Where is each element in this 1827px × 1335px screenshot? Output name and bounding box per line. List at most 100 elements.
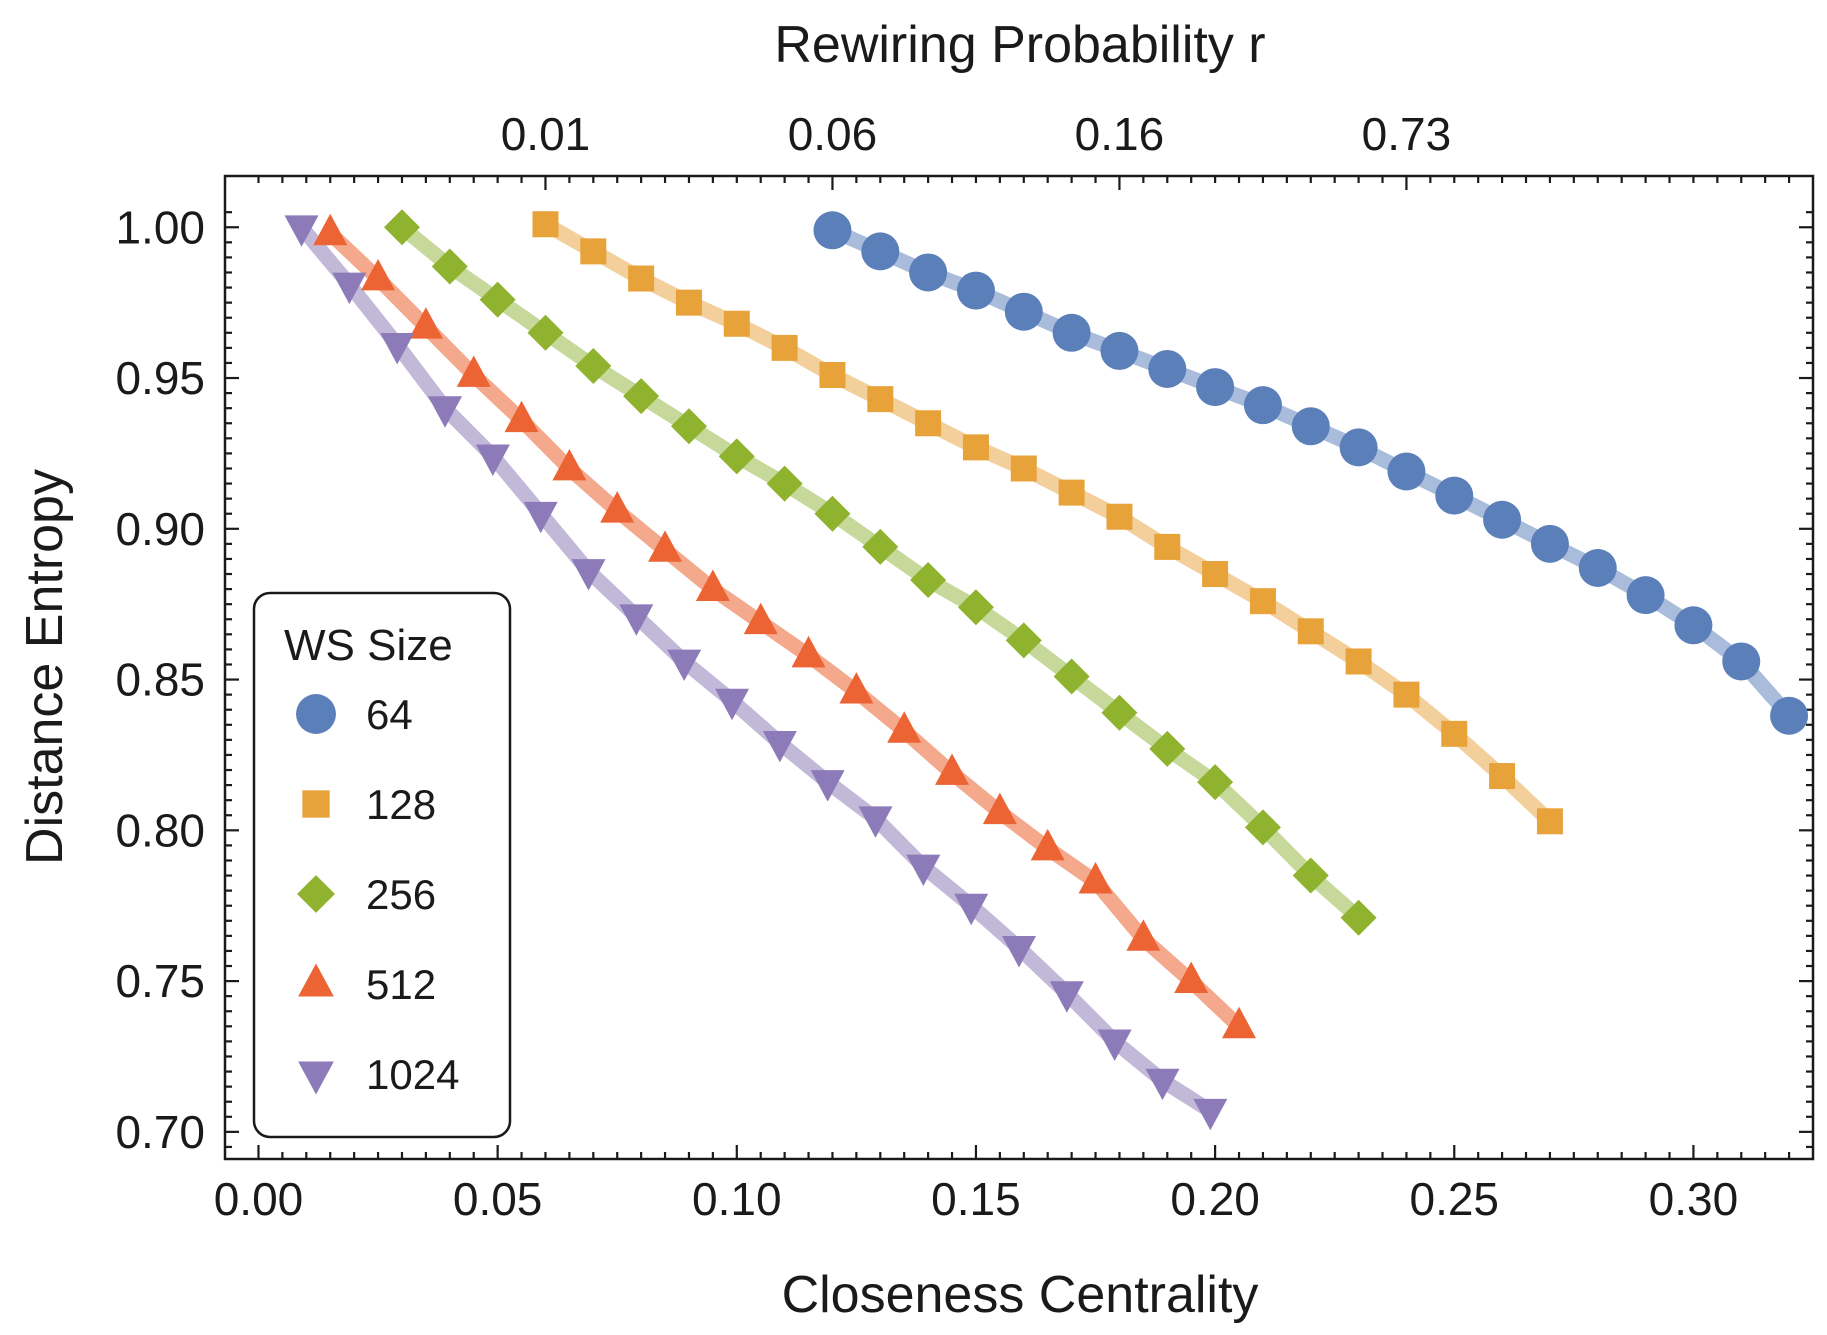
data-point-256 [766, 465, 803, 502]
legend: WS Size 64 128 256 512 1024 [252, 591, 512, 1139]
data-point-1024 [332, 272, 367, 305]
data-point-64 [813, 211, 852, 250]
data-point-64 [1148, 349, 1187, 388]
data-point-512 [1030, 828, 1065, 861]
top-tick-label: 0.16 [1075, 108, 1165, 160]
legend-label-128: 128 [366, 781, 436, 828]
data-point-512 [600, 491, 635, 523]
data-point-512 [1078, 862, 1113, 894]
data-point-256 [718, 438, 755, 475]
data-point-1024 [475, 444, 510, 476]
data-point-512 [1222, 1006, 1257, 1039]
data-point-128 [962, 434, 989, 461]
data-point-1024 [1049, 981, 1084, 1013]
data-point-128 [1106, 503, 1133, 530]
data-point-1024 [810, 770, 845, 802]
data-point-128 [1010, 455, 1037, 482]
data-point-1024 [762, 730, 797, 763]
data-point-64 [1770, 696, 1809, 735]
top-tick-label: 0.06 [788, 108, 878, 160]
y-tick-label: 0.80 [115, 804, 205, 856]
data-point-128 [675, 289, 702, 316]
data-point-256 [910, 562, 947, 599]
axes-layer: 0.00 0.05 0.10 0.15 0.20 0.25 0.30 0.01 0.06 0.16… [115, 108, 1813, 1225]
data-point-128 [1297, 618, 1324, 645]
data-point-512 [1174, 961, 1209, 993]
data-point-64 [1722, 642, 1761, 681]
data-point-256 [1292, 857, 1329, 894]
data-point-64 [1387, 452, 1426, 491]
data-point-1024 [667, 649, 702, 682]
data-point-256 [575, 347, 612, 384]
data-point-128 [1393, 681, 1420, 708]
data-point-256 [1053, 658, 1090, 695]
data-point-64 [1483, 500, 1522, 539]
data-point-1024 [380, 332, 415, 365]
legend-label-512: 512 [366, 961, 436, 1008]
data-point-256 [479, 281, 516, 318]
data-point-64 [1626, 576, 1665, 615]
data-point-512 [935, 753, 970, 785]
data-point-1024 [1002, 936, 1036, 968]
data-point-64 [1052, 313, 1091, 352]
data-point-128 [1249, 588, 1276, 615]
data-point-512 [839, 672, 874, 704]
data-point-256 [1244, 809, 1281, 846]
series-markers [284, 209, 1809, 1131]
x-tick-label: 0.10 [692, 1173, 782, 1225]
data-point-1024 [571, 559, 606, 591]
legend-marker-512 [298, 963, 334, 997]
data-point-128 [1154, 533, 1181, 560]
data-point-1024 [1097, 1029, 1132, 1061]
series-line-128 [538, 216, 1558, 829]
data-point-512 [648, 530, 683, 562]
plot-frame [223, 174, 1815, 1161]
legend-marker-128 [302, 790, 330, 818]
data-point-1024 [523, 501, 558, 534]
data-point-1024 [906, 854, 941, 887]
y-tick-label: 0.90 [115, 503, 205, 555]
y-tick-label: 0.75 [115, 955, 205, 1007]
data-point-64 [1196, 368, 1235, 407]
x-tick-label: 0.15 [931, 1173, 1021, 1225]
y-tick-label: 0.70 [115, 1106, 205, 1158]
data-point-512 [887, 711, 922, 743]
legend-items: 64 128 256 512 1024 [296, 691, 459, 1098]
data-point-256 [670, 408, 707, 445]
data-point-256 [1197, 764, 1234, 801]
data-point-256 [527, 314, 564, 351]
data-point-64 [1243, 386, 1282, 425]
data-point-512 [408, 307, 443, 339]
legend-marker-256 [297, 875, 335, 913]
y-tick-label: 0.85 [115, 654, 205, 706]
data-point-1024 [619, 604, 654, 636]
data-point-256 [623, 378, 660, 415]
x-tick-label: 0.30 [1649, 1173, 1739, 1225]
data-point-128 [1489, 763, 1516, 790]
data-point-128 [867, 386, 894, 413]
data-point-512 [743, 602, 778, 635]
data-point-256 [431, 248, 468, 285]
data-point-256 [1149, 730, 1186, 767]
x-tick-label: 0.00 [214, 1173, 304, 1225]
data-point-128 [771, 334, 798, 361]
y-axis-title: Distance Entropy [16, 469, 74, 865]
data-point-512 [456, 355, 491, 387]
data-point-256 [814, 495, 851, 532]
data-point-512 [791, 635, 826, 668]
legend-label-256: 256 [366, 871, 436, 918]
data-point-128 [628, 265, 655, 292]
data-point-64 [1100, 331, 1139, 370]
data-point-1024 [954, 893, 989, 926]
data-point-512 [361, 258, 396, 291]
data-point-64 [1291, 407, 1330, 446]
data-point-128 [1536, 808, 1563, 835]
legend-marker-1024 [298, 1061, 334, 1095]
x-tick-label: 0.20 [1170, 1173, 1260, 1225]
data-point-1024 [1193, 1098, 1228, 1131]
legend-label-64: 64 [366, 691, 413, 738]
data-point-512 [982, 792, 1017, 825]
data-point-128 [1441, 720, 1468, 747]
data-point-1024 [715, 688, 750, 721]
y-tick-label: 0.95 [115, 352, 205, 404]
